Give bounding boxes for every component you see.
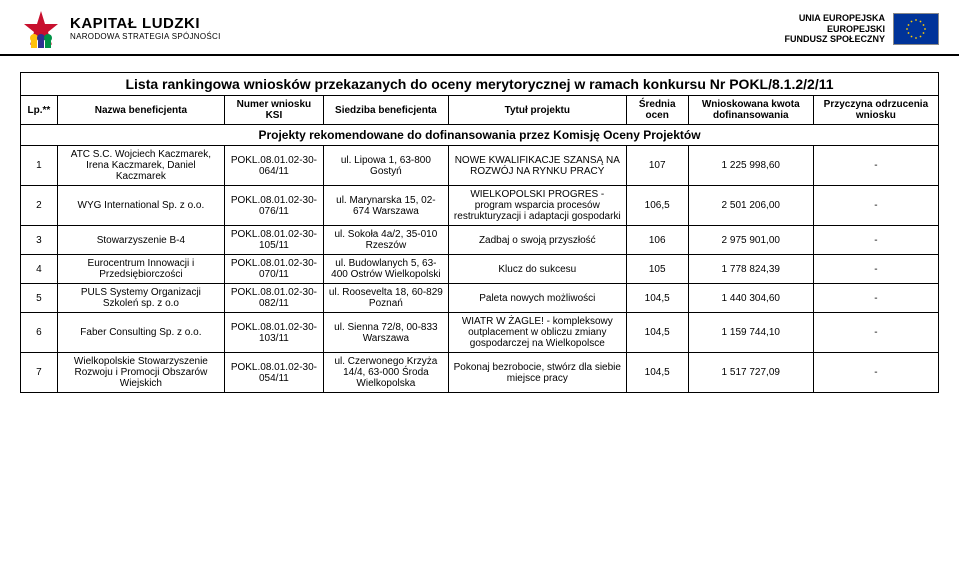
eu-line2: EUROPEJSKI (784, 24, 885, 35)
logo-sub-text: NARODOWA STRATEGIA SPÓJNOŚCI (70, 33, 221, 42)
cell-name: PULS Systemy Organizacji Szkoleń sp. z o… (57, 284, 224, 313)
cell-amount: 1 440 304,60 (688, 284, 813, 313)
cell-amount: 2 501 206,00 (688, 186, 813, 226)
cell-proj: Paleta nowych możliwości (448, 284, 626, 313)
table-row: 3Stowarzyszenie B-4POKL.08.01.02-30-105/… (21, 226, 939, 255)
cell-num: POKL.08.01.02-30-105/11 (224, 226, 323, 255)
col-amount: Wnioskowana kwota dofinansowania (688, 96, 813, 125)
content: Lista rankingowa wniosków przekazanych d… (0, 56, 959, 409)
cell-score: 106,5 (626, 186, 688, 226)
col-lp: Lp.** (21, 96, 58, 125)
cell-proj: Pokonaj bezrobocie, stwórz dla siebie mi… (448, 353, 626, 393)
kapital-ludzki-icon (20, 8, 62, 50)
cell-score: 104,5 (626, 353, 688, 393)
cell-addr: ul. Budowlanych 5, 63-400 Ostrów Wielkop… (323, 255, 448, 284)
cell-addr: ul. Sokoła 4a/2, 35-010 Rzeszów (323, 226, 448, 255)
cell-addr: ul. Marynarska 15, 02-674 Warszawa (323, 186, 448, 226)
ranking-table: Lista rankingowa wniosków przekazanych d… (20, 72, 939, 393)
cell-lp: 7 (21, 353, 58, 393)
cell-num: POKL.08.01.02-30-064/11 (224, 146, 323, 186)
cell-score: 107 (626, 146, 688, 186)
cell-proj: NOWE KWALIFIKACJE SZANSĄ NA ROZWÓJ NA RY… (448, 146, 626, 186)
cell-num: POKL.08.01.02-30-054/11 (224, 353, 323, 393)
title-row: Lista rankingowa wniosków przekazanych d… (21, 73, 939, 96)
cell-name: Eurocentrum Innowacji i Przedsiębiorczoś… (57, 255, 224, 284)
cell-addr: ul. Lipowa 1, 63-800 Gostyń (323, 146, 448, 186)
cell-name: WYG International Sp. z o.o. (57, 186, 224, 226)
logo-main-text: KAPITAŁ LUDZKI (70, 16, 221, 33)
eu-line3: FUNDUSZ SPOŁECZNY (784, 34, 885, 45)
cell-reason: - (813, 313, 938, 353)
cell-num: POKL.08.01.02-30-070/11 (224, 255, 323, 284)
cell-proj: Klucz do sukcesu (448, 255, 626, 284)
cell-score: 104,5 (626, 284, 688, 313)
col-name: Nazwa beneficjenta (57, 96, 224, 125)
logo-left: KAPITAŁ LUDZKI NARODOWA STRATEGIA SPÓJNO… (20, 8, 221, 50)
col-addr: Siedziba beneficjenta (323, 96, 448, 125)
cell-proj: WIELKOPOLSKI PROGRES - program wsparcia … (448, 186, 626, 226)
cell-reason: - (813, 353, 938, 393)
eu-line1: UNIA EUROPEJSKA (784, 13, 885, 24)
cell-name: Stowarzyszenie B-4 (57, 226, 224, 255)
table-row: 6Faber Consulting Sp. z o.o.POKL.08.01.0… (21, 313, 939, 353)
table-row: 4Eurocentrum Innowacji i Przedsiębiorczo… (21, 255, 939, 284)
cell-num: POKL.08.01.02-30-076/11 (224, 186, 323, 226)
cell-reason: - (813, 226, 938, 255)
logo-right: UNIA EUROPEJSKA EUROPEJSKI FUNDUSZ SPOŁE… (784, 13, 939, 45)
eu-text: UNIA EUROPEJSKA EUROPEJSKI FUNDUSZ SPOŁE… (784, 13, 885, 45)
cell-reason: - (813, 284, 938, 313)
cell-lp: 1 (21, 146, 58, 186)
cell-name: Faber Consulting Sp. z o.o. (57, 313, 224, 353)
cell-num: POKL.08.01.02-30-082/11 (224, 284, 323, 313)
table-row: 5PULS Systemy Organizacji Szkoleń sp. z … (21, 284, 939, 313)
section-title: Projekty rekomendowane do dofinansowania… (21, 125, 939, 146)
header-row: Lp.** Nazwa beneficjenta Numer wniosku K… (21, 96, 939, 125)
cell-score: 105 (626, 255, 688, 284)
col-score: Średnia ocen (626, 96, 688, 125)
col-reason: Przyczyna odrzucenia wniosku (813, 96, 938, 125)
cell-lp: 6 (21, 313, 58, 353)
cell-lp: 4 (21, 255, 58, 284)
section-row: Projekty rekomendowane do dofinansowania… (21, 125, 939, 146)
cell-amount: 1 778 824,39 (688, 255, 813, 284)
cell-score: 104,5 (626, 313, 688, 353)
cell-addr: ul. Czerwonego Krzyża 14/4, 63-000 Środa… (323, 353, 448, 393)
cell-amount: 1 517 727,09 (688, 353, 813, 393)
cell-lp: 2 (21, 186, 58, 226)
cell-reason: - (813, 146, 938, 186)
cell-amount: 1 159 744,10 (688, 313, 813, 353)
col-num: Numer wniosku KSI (224, 96, 323, 125)
page-header: KAPITAŁ LUDZKI NARODOWA STRATEGIA SPÓJNO… (0, 0, 959, 56)
table-row: 2WYG International Sp. z o.o.POKL.08.01.… (21, 186, 939, 226)
cell-reason: - (813, 255, 938, 284)
cell-num: POKL.08.01.02-30-103/11 (224, 313, 323, 353)
cell-addr: ul. Sienna 72/8, 00-833 Warszawa (323, 313, 448, 353)
cell-name: ATC S.C. Wojciech Kaczmarek, Irena Kaczm… (57, 146, 224, 186)
cell-proj: Zadbaj o swoją przyszłość (448, 226, 626, 255)
cell-lp: 3 (21, 226, 58, 255)
cell-reason: - (813, 186, 938, 226)
eu-flag-icon (893, 13, 939, 45)
cell-score: 106 (626, 226, 688, 255)
cell-name: Wielkopolskie Stowarzyszenie Rozwoju i P… (57, 353, 224, 393)
cell-amount: 1 225 998,60 (688, 146, 813, 186)
document-title: Lista rankingowa wniosków przekazanych d… (21, 73, 939, 96)
table-row: 1ATC S.C. Wojciech Kaczmarek, Irena Kacz… (21, 146, 939, 186)
logo-left-text: KAPITAŁ LUDZKI NARODOWA STRATEGIA SPÓJNO… (70, 16, 221, 41)
cell-lp: 5 (21, 284, 58, 313)
cell-addr: ul. Roosevelta 18, 60-829 Poznań (323, 284, 448, 313)
col-proj: Tytuł projektu (448, 96, 626, 125)
table-row: 7Wielkopolskie Stowarzyszenie Rozwoju i … (21, 353, 939, 393)
cell-amount: 2 975 901,00 (688, 226, 813, 255)
cell-proj: WIATR W ŻAGLE! - kompleksowy outplacemen… (448, 313, 626, 353)
